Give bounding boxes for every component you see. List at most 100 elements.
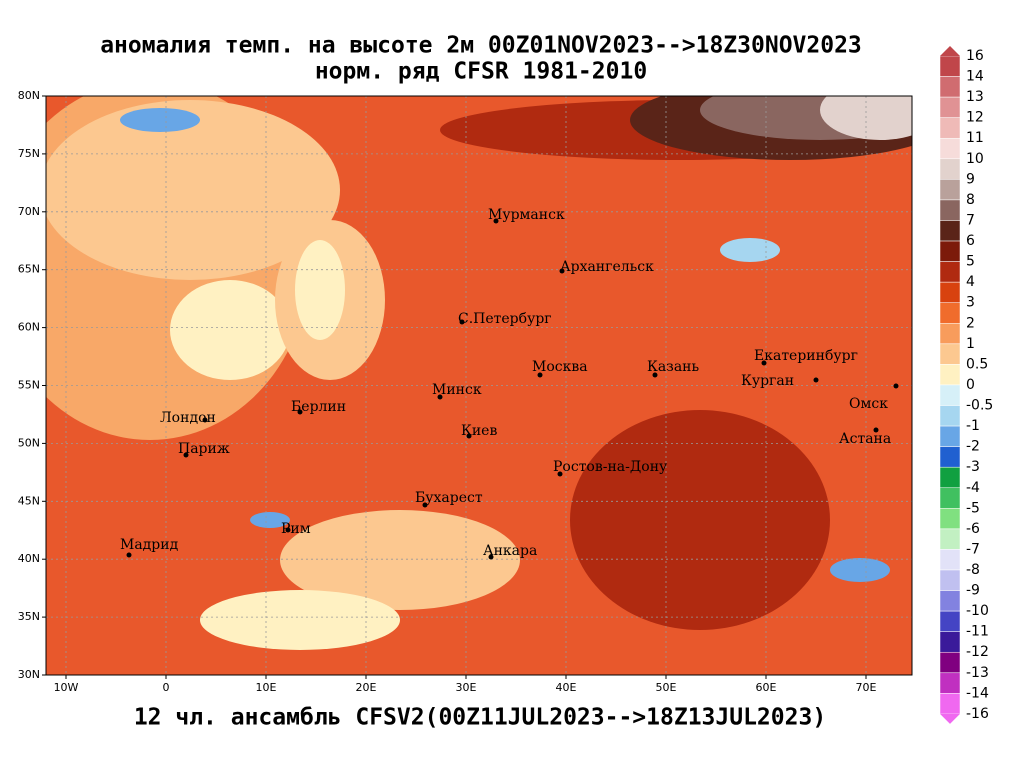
city-dot	[297, 409, 303, 415]
title-line1: аномалия темп. на высоте 2м 00Z01NOV2023…	[100, 33, 862, 59]
y-tick-label: 50N	[18, 436, 40, 449]
colorbar-box	[939, 96, 961, 118]
colorbar-box	[939, 549, 961, 571]
colorbar-box	[939, 693, 961, 715]
y-tick-label: 75N	[18, 147, 40, 160]
colorbar-box	[939, 528, 961, 550]
y-tick-label: 45N	[18, 494, 40, 507]
colorbar-label: -1	[966, 418, 980, 434]
city-label: Омск	[849, 396, 888, 412]
colorbar-label: -2	[966, 439, 980, 455]
colorbar-box	[939, 569, 961, 591]
city-label: Архангельск	[560, 259, 654, 275]
x-tick-label: 0	[163, 681, 170, 694]
colorbar-box	[939, 364, 961, 386]
city-label: Казань	[647, 359, 699, 375]
x-tick-label: 10W	[54, 681, 79, 694]
city-dot	[537, 372, 543, 378]
city-label: Париж	[178, 441, 230, 457]
colorbar-label: 3	[966, 295, 975, 311]
city-label: Бухарест	[415, 490, 483, 506]
city-dot	[422, 502, 428, 508]
colorbar-label: -6	[966, 521, 980, 537]
city-dot	[557, 471, 563, 477]
city-dot	[285, 527, 291, 533]
colorbar: 16 14 13 12 11 10 9 8 7 6 5 4 3 2 1 0.5 0 -0.5 -1 -2 -3 -4 -5 -…	[939, 46, 993, 724]
colorbar-box	[939, 281, 961, 303]
colorbar-label: 1	[966, 336, 975, 352]
y-tick-label: 55N	[18, 379, 40, 392]
colorbar-label: -3	[966, 459, 980, 475]
colorbar-label: -10	[966, 603, 989, 619]
colorbar-box	[939, 343, 961, 365]
footer: 12 чл. ансамбль CFSV2(00Z11JUL2023-->18Z…	[134, 705, 826, 731]
colorbar-box	[939, 466, 961, 489]
colorbar-label: -0.5	[966, 398, 993, 414]
colorbar-box	[939, 199, 961, 221]
colorbar-arrow	[940, 46, 960, 56]
title-line2: норм. ряд CFSR 1981-2010	[315, 59, 647, 85]
colorbar-label: 11	[966, 130, 984, 146]
map-frame	[45, 95, 913, 676]
colorbar-arrow	[940, 713, 960, 724]
city-label: Минск	[432, 382, 482, 398]
cities: Мурманск Архангельск С.Петербург Москва Каза…	[120, 207, 899, 560]
colorbar-box	[939, 55, 961, 77]
y-tick-label: 60N	[18, 321, 40, 334]
city-dot	[813, 377, 819, 383]
x-tick-label: 70E	[856, 681, 877, 694]
colorbar-label: 0	[966, 377, 975, 393]
colorbar-box	[939, 240, 961, 262]
city-dot	[466, 433, 472, 439]
city-label: Астана	[839, 431, 891, 447]
city-label: Лондон	[160, 410, 216, 426]
colorbar-label: 14	[966, 69, 984, 85]
x-tick-label: 60E	[756, 681, 777, 694]
city-dot	[459, 319, 465, 325]
city-dot	[126, 552, 132, 558]
colorbar-box	[939, 405, 961, 427]
x-tick-label: 30E	[456, 681, 477, 694]
colorbar-box	[939, 220, 961, 242]
city-dot	[893, 383, 899, 389]
colorbar-label: -5	[966, 500, 980, 516]
colorbar-label: -8	[966, 562, 980, 578]
colorbar-box	[939, 158, 961, 180]
colorbar-label: -9	[966, 583, 980, 599]
y-tick-label: 30N	[18, 668, 40, 681]
x-tick-label: 40E	[556, 681, 577, 694]
colorbar-box	[939, 631, 961, 653]
colorbar-box	[939, 137, 961, 160]
colorbar-label: -4	[966, 480, 980, 496]
city-dot	[652, 372, 658, 378]
colorbar-box	[939, 508, 961, 530]
colorbar-label: 9	[966, 171, 975, 187]
city-dot	[559, 268, 565, 274]
colorbar-box	[939, 590, 961, 612]
y-tick-label: 80N	[18, 89, 40, 102]
city-dot	[437, 394, 443, 400]
y-tick-label: 35N	[18, 610, 40, 623]
city-label: Москва	[532, 359, 588, 375]
colorbar-label: 12	[966, 110, 984, 126]
y-tick-label: 65N	[18, 263, 40, 276]
colorbar-label: 4	[966, 274, 975, 290]
colorbar-label: -12	[966, 644, 989, 660]
colorbar-label: 16	[966, 48, 984, 64]
colorbar-label: -16	[966, 706, 989, 722]
city-label: Мадрид	[120, 537, 179, 553]
colorbar-box	[939, 384, 961, 406]
city-label: Курган	[741, 373, 794, 389]
colorbar-label: 8	[966, 192, 975, 208]
x-tick-label: 20E	[356, 681, 377, 694]
city-dot	[202, 417, 208, 423]
colorbar-label: 5	[966, 254, 975, 270]
x-tick-label: 50E	[656, 681, 677, 694]
colorbar-label: -7	[966, 541, 980, 557]
city-label: Екатеринбург	[754, 348, 858, 364]
city-label: С.Петербург	[458, 311, 552, 327]
city-dot	[873, 427, 879, 433]
colorbar-box	[939, 261, 961, 283]
colorbar-label: -13	[966, 665, 989, 681]
colorbar-label: 2	[966, 315, 975, 331]
